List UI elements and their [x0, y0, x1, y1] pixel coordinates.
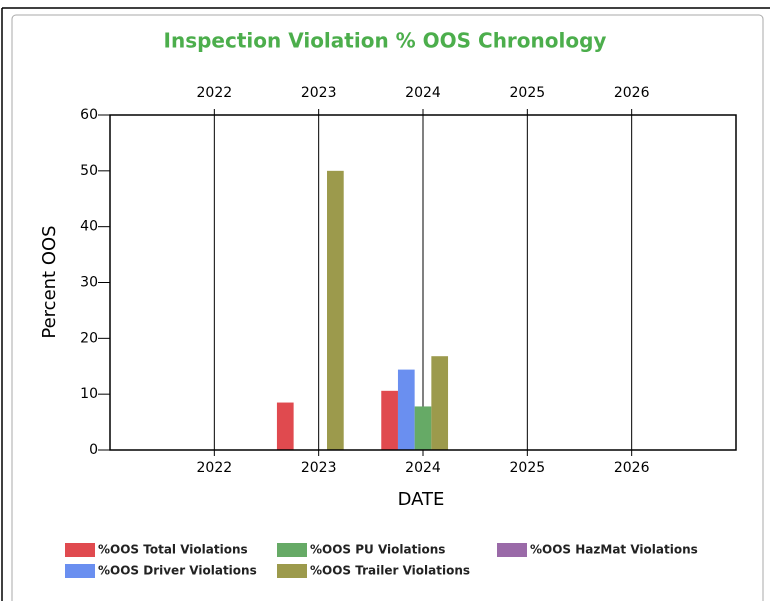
- plot-frame: [109, 114, 737, 451]
- legend-label: %OOS Driver Violations: [98, 564, 257, 578]
- legend-swatch: [277, 564, 307, 578]
- legend-swatch: [277, 543, 307, 557]
- x2-tick-label: 2023: [301, 85, 337, 101]
- x2-tick-label: 2022: [197, 85, 233, 101]
- bar: [397, 369, 415, 450]
- x-tick-label: 2022: [197, 460, 233, 476]
- bar: [327, 170, 344, 451]
- x2-tick-label: 2025: [510, 85, 546, 101]
- y-axis-label: Percent OOS: [39, 225, 60, 338]
- bar: [414, 406, 432, 450]
- legend-swatch: [65, 564, 95, 578]
- legend-swatch: [65, 543, 95, 557]
- legend-label: %OOS HazMat Violations: [530, 543, 698, 557]
- x-tick-label: 2025: [510, 460, 546, 476]
- x-tick-label: 2023: [301, 460, 337, 476]
- y-tick-label: 30: [80, 275, 98, 291]
- legend-label: %OOS Trailer Violations: [310, 564, 470, 578]
- x-tick-label: 2024: [405, 460, 441, 476]
- y-tick-label: 20: [80, 330, 98, 346]
- bar: [431, 356, 449, 450]
- y-tick-label: 60: [80, 107, 98, 123]
- chart-title: Inspection Violation % OOS Chronology: [164, 29, 607, 53]
- bar: [276, 402, 294, 450]
- legend-label: %OOS PU Violations: [310, 543, 445, 557]
- x2-tick-label: 2026: [614, 85, 650, 101]
- legend-label: %OOS Total Violations: [98, 543, 248, 557]
- legend-swatch: [497, 543, 527, 557]
- y-tick-label: 50: [80, 163, 98, 179]
- y-tick-label: 0: [89, 442, 98, 458]
- x-tick-label: 2026: [614, 460, 650, 476]
- panel: [11, 14, 764, 601]
- x-axis-label: DATE: [398, 489, 445, 510]
- y-tick-label: 40: [80, 219, 98, 235]
- y-tick-label: 10: [80, 386, 98, 402]
- x2-tick-label: 2024: [405, 85, 441, 101]
- bar: [381, 390, 398, 450]
